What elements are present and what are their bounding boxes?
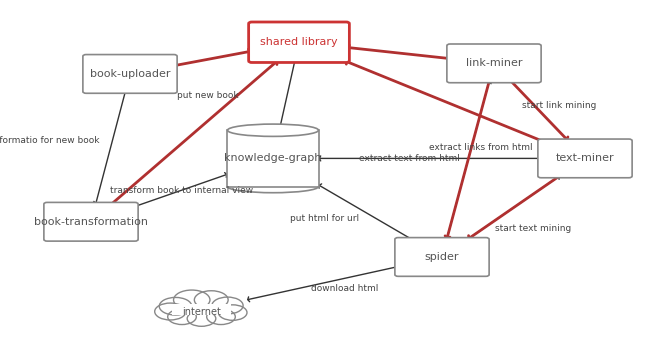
Text: extract links from html: extract links from html: [429, 143, 533, 152]
Text: text-miner: text-miner: [556, 153, 614, 163]
FancyBboxPatch shape: [227, 130, 318, 187]
Circle shape: [194, 291, 228, 309]
Circle shape: [218, 305, 247, 320]
Text: put html for url: put html for url: [291, 214, 359, 223]
Circle shape: [212, 297, 243, 314]
Text: link-miner: link-miner: [466, 58, 522, 68]
FancyBboxPatch shape: [395, 238, 489, 276]
Text: start link mining: start link mining: [522, 101, 596, 110]
Circle shape: [174, 290, 210, 310]
Text: start transformatio for new book: start transformatio for new book: [0, 136, 99, 145]
Text: start text mining: start text mining: [495, 224, 571, 233]
Text: shared library: shared library: [260, 37, 338, 47]
Text: book-transformation: book-transformation: [34, 217, 148, 227]
Text: spider: spider: [424, 252, 460, 262]
FancyBboxPatch shape: [44, 202, 138, 241]
Text: book-uploader: book-uploader: [90, 69, 170, 79]
Text: download html: download html: [311, 284, 378, 293]
FancyBboxPatch shape: [83, 55, 177, 93]
FancyBboxPatch shape: [248, 22, 350, 63]
Text: knowledge-graph: knowledge-graph: [224, 153, 322, 163]
Text: transform book to internal view: transform book to internal view: [111, 186, 254, 195]
Circle shape: [187, 311, 216, 326]
Circle shape: [207, 309, 235, 325]
FancyBboxPatch shape: [447, 44, 541, 83]
Text: internet: internet: [182, 307, 221, 316]
Text: extract text from html: extract text from html: [359, 154, 460, 163]
FancyBboxPatch shape: [538, 139, 632, 178]
Circle shape: [159, 297, 192, 315]
Polygon shape: [172, 304, 231, 315]
Text: put new book: put new book: [177, 90, 239, 100]
Circle shape: [168, 309, 196, 325]
Ellipse shape: [227, 124, 318, 136]
Circle shape: [155, 303, 186, 320]
